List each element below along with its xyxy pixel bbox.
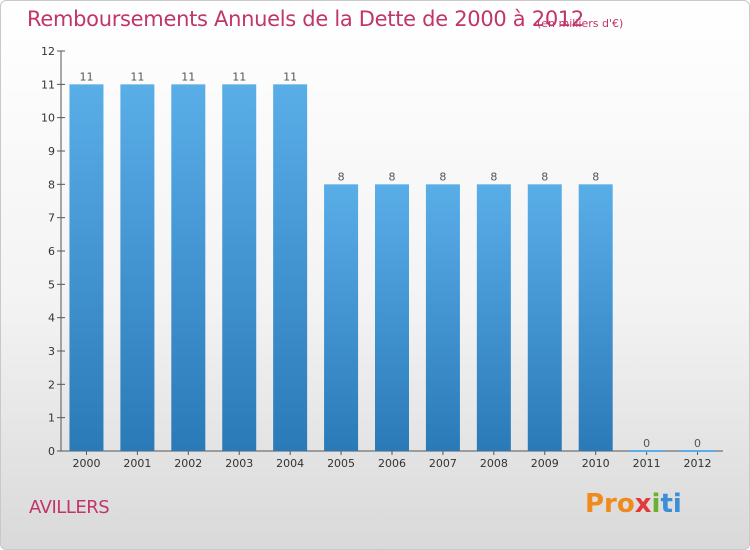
bar-2006 (375, 184, 409, 452)
logo-part-3: i (651, 489, 661, 519)
chart-subtitle: (en milliers d'€) (537, 17, 624, 30)
y-tick-label: 7 (48, 212, 55, 225)
x-tick-label: 2007 (429, 457, 457, 470)
y-tick-label: 12 (41, 45, 55, 58)
x-tick-label: 2006 (378, 457, 406, 470)
bar-2008 (476, 184, 511, 452)
data-label: 11 (181, 70, 195, 83)
data-label: 8 (338, 170, 345, 183)
bar-2002 (171, 84, 206, 451)
y-tick-label: 2 (48, 378, 55, 391)
x-tick-label: 2000 (72, 457, 100, 470)
x-tick-label: 2001 (123, 457, 151, 470)
y-tick-label: 10 (41, 112, 55, 125)
x-tick-label: 2003 (225, 457, 253, 470)
data-label: 11 (79, 70, 93, 83)
data-label: 0 (694, 437, 701, 450)
logo-part-2: x (634, 489, 652, 519)
x-tick-label: 2009 (531, 457, 559, 470)
data-label: 11 (283, 70, 297, 83)
x-tick-label: 2012 (684, 457, 712, 470)
data-label: 11 (232, 70, 246, 83)
x-tick-label: 2011 (633, 457, 661, 470)
x-tick-label: 2008 (480, 457, 508, 470)
data-label: 0 (643, 437, 650, 450)
bar-2004 (273, 84, 308, 451)
y-tick-label: 6 (48, 245, 55, 258)
x-tick-label: 2010 (582, 457, 610, 470)
y-tick-label: 0 (48, 445, 55, 458)
x-tick-label: 2005 (327, 457, 355, 470)
x-tick-label: 2004 (276, 457, 304, 470)
y-tick-label: 4 (48, 312, 55, 325)
place-name: AVILLERS (29, 497, 110, 518)
data-label: 8 (541, 170, 548, 183)
bar-2003 (222, 84, 257, 451)
bar-2007 (425, 184, 460, 452)
bar-2000 (69, 84, 104, 451)
y-tick-label: 3 (48, 345, 55, 358)
y-tick-label: 8 (48, 178, 55, 191)
logo-part-1: Pro (585, 489, 635, 519)
y-tick-label: 11 (41, 78, 55, 91)
y-tick-label: 1 (48, 412, 55, 425)
data-label: 8 (490, 170, 497, 183)
bar-2009 (527, 184, 562, 452)
chart-title: Remboursements Annuels de la Dette de 20… (27, 7, 584, 31)
data-label: 8 (389, 170, 396, 183)
data-label: 11 (130, 70, 144, 83)
y-tick-label: 9 (48, 145, 55, 158)
bar-2010 (578, 184, 613, 452)
logo-part-4: ti (660, 489, 682, 519)
bar-2005 (324, 184, 359, 452)
data-label: 8 (592, 170, 599, 183)
bar-2001 (120, 84, 155, 451)
x-tick-label: 2002 (174, 457, 202, 470)
y-tick-label: 5 (48, 278, 55, 291)
proxiti-logo: Proxiti (585, 489, 682, 519)
data-label: 8 (439, 170, 446, 183)
